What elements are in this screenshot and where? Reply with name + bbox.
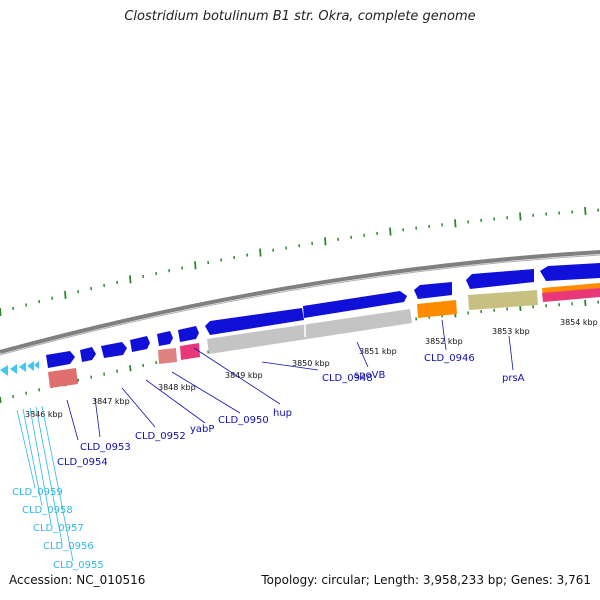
gene-arrow[interactable] [540, 263, 600, 281]
gene-block-orange[interactable] [417, 300, 457, 318]
gene-arrow[interactable] [46, 351, 75, 368]
map-title: Clostridium botulinum B1 str. Okra, comp… [124, 9, 476, 24]
gene-label[interactable]: CLD_0958 [22, 505, 73, 516]
gene-block-olive[interactable] [468, 290, 538, 310]
gene-arrow-cyan[interactable] [10, 364, 17, 374]
gene-label[interactable]: CLD_0946 [424, 353, 475, 364]
genome-summary: Topology: circular; Length: 3,958,233 bp… [261, 573, 591, 587]
gene-label[interactable]: CLD_0950 [218, 415, 269, 426]
outer-tick-ring [0, 206, 600, 317]
gene-arrow-cyan[interactable] [0, 365, 8, 376]
gene-arrow[interactable] [157, 331, 173, 346]
gene-arrow[interactable] [101, 342, 127, 358]
scale-label: 3849 kbp [225, 371, 263, 380]
tick-mark [64, 290, 67, 300]
scale-label: 3853 kbp [492, 327, 530, 336]
gene-label[interactable]: prsA [502, 373, 525, 384]
gene-arrow[interactable] [80, 347, 96, 362]
tick-mark [324, 237, 327, 246]
gene-label[interactable]: hup [273, 408, 292, 419]
gene-arrow[interactable] [130, 336, 150, 352]
forward-gene-track [0, 263, 600, 376]
gene-arrow[interactable] [178, 326, 199, 342]
tick-mark [129, 275, 132, 284]
blue-leaders [66, 319, 514, 441]
gene-label[interactable]: yabP [190, 424, 214, 435]
scale-label: 3852 kbp [425, 337, 463, 346]
gene-arrow[interactable] [414, 282, 452, 299]
gene-arrow[interactable] [303, 291, 407, 318]
tick-mark [454, 219, 457, 228]
genome-backbone [0, 250, 600, 354]
gene-label[interactable]: CLD_0952 [135, 431, 186, 442]
gene-label[interactable]: spoVB [354, 370, 386, 381]
gene-label[interactable]: CLD_0959 [12, 487, 63, 498]
gene-label[interactable]: CLD_0955 [53, 560, 104, 571]
gene-arrow[interactable] [466, 269, 534, 289]
scale-label: 3848 kbp [158, 383, 196, 392]
gene-label[interactable]: CLD_0953 [80, 442, 131, 453]
scale-label: 3851 kbp [359, 347, 397, 356]
gene-arrow-cyan[interactable] [19, 362, 26, 372]
tick-mark [194, 261, 197, 270]
tick-mark [129, 365, 132, 372]
cyan-leaders [16, 405, 74, 562]
tick-mark [0, 396, 2, 404]
inner-gene-track [48, 283, 600, 388]
scale-label: 3847 kbp [92, 397, 130, 406]
gene-arrow-cyan[interactable] [34, 361, 39, 369]
tick-mark [389, 227, 392, 236]
tick-mark [584, 206, 587, 216]
scale-label: 3854 kbp [560, 318, 598, 327]
tick-mark [584, 299, 587, 307]
gene-block-pink[interactable] [542, 288, 600, 302]
scale-label: 3850 kbp [292, 359, 330, 368]
gene-block-pink[interactable] [180, 343, 200, 360]
gene-arrow[interactable] [205, 308, 304, 335]
gene-arrow-cyan[interactable] [27, 361, 34, 371]
gene-label[interactable]: CLD_0954 [57, 457, 108, 468]
gene-block-salmon[interactable] [158, 348, 177, 364]
gene-label[interactable]: CLD_0948 [322, 373, 373, 384]
gene-labels: CLD_0959 CLD_0958 CLD_0957 CLD_0956 CLD_… [12, 353, 525, 571]
tick-mark [259, 248, 262, 257]
tick-mark [0, 307, 2, 317]
gene-label[interactable]: CLD_0957 [33, 523, 84, 534]
accession-text: Accession: NC_010516 [9, 573, 146, 587]
gene-block-salmon[interactable] [48, 368, 78, 388]
gene-label[interactable]: CLD_0956 [43, 541, 94, 552]
tick-mark [519, 212, 522, 221]
gene-block-gray[interactable] [207, 309, 412, 354]
